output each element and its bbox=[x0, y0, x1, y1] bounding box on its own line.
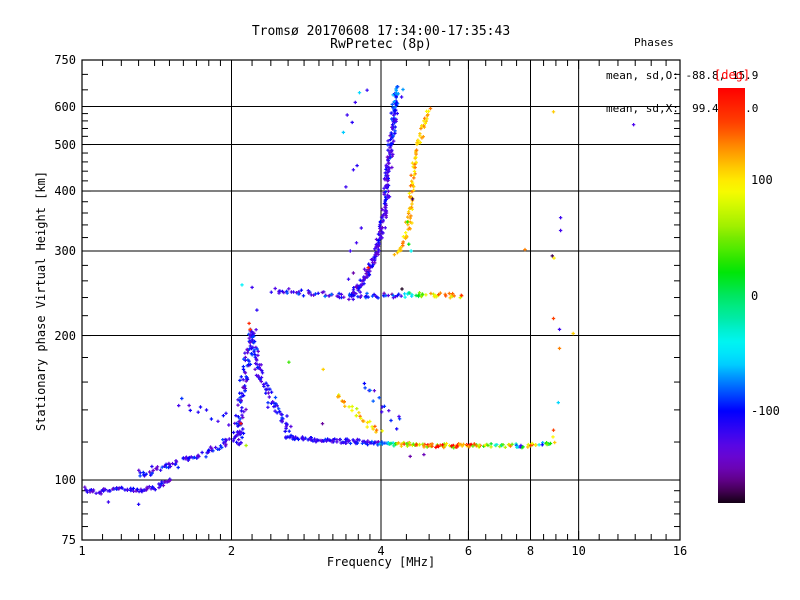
chart-title: Tromsø 20170608 17:34:00-17:35:43 bbox=[251, 24, 511, 39]
phase-stats-heading: Phases bbox=[634, 36, 674, 49]
chart-subtitle: RwPretec (8p) bbox=[330, 37, 432, 52]
phase-stats-block: Phases mean, sd,O: -88.8, 15.9 mean, sd,… bbox=[606, 15, 790, 136]
x-axis-label: Frequency [MHz] bbox=[326, 555, 436, 569]
colorbar-tick-label: -100 bbox=[751, 403, 780, 418]
colorbar-tick-label: 100 bbox=[751, 173, 773, 188]
x-tick-label: 2 bbox=[227, 544, 236, 558]
y-tick-label: 200 bbox=[54, 328, 76, 343]
x-tick-label: 6 bbox=[464, 544, 473, 558]
y-tick-label: 300 bbox=[54, 244, 76, 258]
x-tick-label: 4 bbox=[377, 544, 385, 558]
y-tick-label: 400 bbox=[54, 184, 76, 199]
y-axis-label: Stationary phase Virtual Height [km] bbox=[34, 170, 48, 432]
x-tick-label: 10 bbox=[571, 544, 586, 558]
colorbar-unit-label: [deg] bbox=[714, 68, 751, 82]
x-tick-label: 8 bbox=[526, 544, 535, 558]
phase-stats-o-mode: mean, sd,O: -88.8, 15.9 bbox=[606, 69, 759, 82]
y-tick-label: 100 bbox=[54, 473, 76, 488]
y-tick-label: 600 bbox=[54, 99, 76, 114]
phase-stats-x-mode: mean, sd,X: 99.4, 24.0 bbox=[606, 102, 759, 115]
y-tick-label: 750 bbox=[54, 53, 76, 67]
x-tick-label: 16 bbox=[672, 544, 688, 558]
y-tick-label: 75 bbox=[61, 533, 76, 547]
phase-colorbar bbox=[718, 88, 745, 503]
y-tick-label: 500 bbox=[54, 137, 76, 152]
scatter-points bbox=[82, 85, 636, 506]
colorbar-tick-label: 0 bbox=[751, 288, 759, 303]
x-tick-label: 1 bbox=[78, 544, 86, 558]
